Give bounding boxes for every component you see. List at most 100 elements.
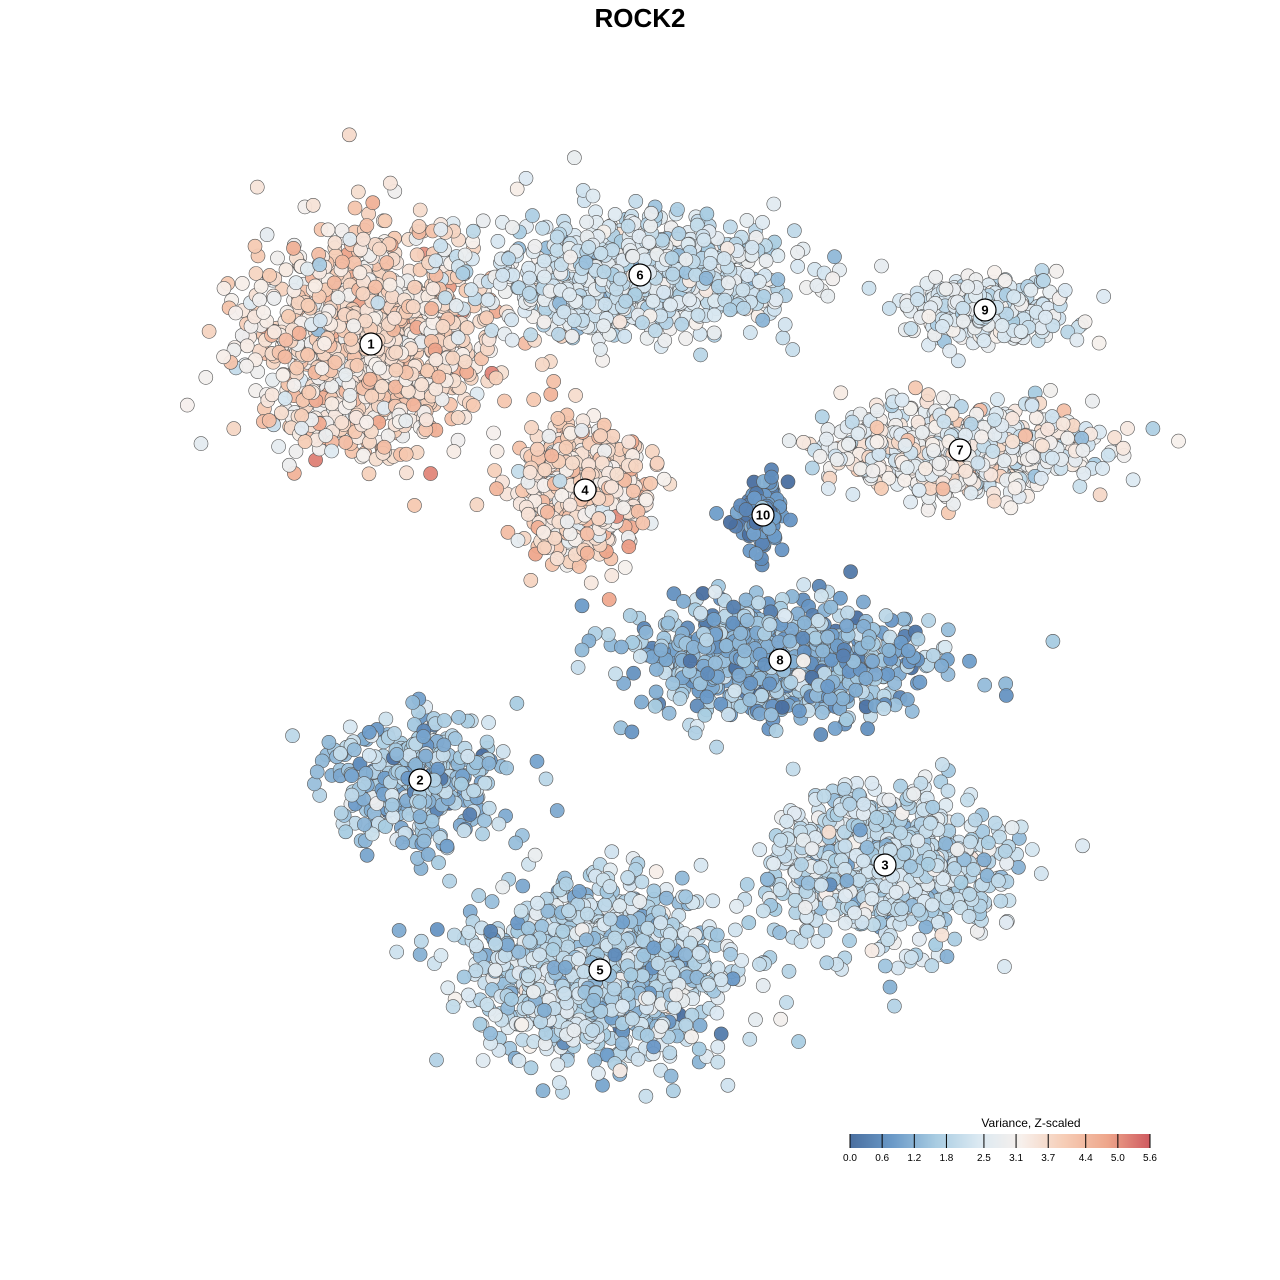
data-point-cluster-5	[615, 914, 630, 930]
data-point-cluster-1	[216, 349, 231, 365]
data-point-cluster-1	[387, 310, 402, 326]
data-point-cluster-5	[488, 962, 503, 978]
data-point-cluster-3	[925, 799, 941, 815]
data-point-cluster-6	[312, 257, 328, 273]
data-point-cluster-4	[540, 504, 555, 520]
data-point-cluster-5	[442, 873, 457, 889]
data-point-cluster-1	[362, 371, 378, 387]
data-point-cluster-2	[508, 835, 524, 851]
data-point-cluster-5	[521, 968, 536, 984]
data-point-cluster-5	[650, 956, 666, 971]
data-point-cluster-1	[305, 198, 321, 213]
data-point-cluster-4	[579, 545, 595, 561]
data-point-cluster-3	[911, 931, 927, 947]
data-point-cluster-4	[536, 525, 551, 540]
data-point-cluster-1	[239, 338, 255, 354]
data-point-cluster-5	[709, 1005, 725, 1021]
data-point-cluster-1	[376, 439, 392, 455]
data-point-cluster-5	[602, 911, 618, 927]
data-point-cluster-5	[705, 893, 721, 909]
data-point-cluster-5	[701, 977, 717, 993]
data-point-cluster-5	[550, 1057, 566, 1073]
data-point-cluster-1	[546, 374, 562, 389]
data-point-cluster-2	[387, 726, 402, 741]
data-point-cluster-2	[456, 823, 472, 839]
data-point-cluster-1	[248, 266, 264, 281]
data-point-cluster-5	[561, 903, 576, 919]
data-point-cluster-5	[720, 1078, 736, 1093]
data-point-cluster-5	[630, 1051, 646, 1067]
data-point-cluster-5	[535, 1083, 551, 1098]
data-point-cluster-1	[262, 268, 277, 283]
data-point-cluster-1	[216, 281, 232, 296]
data-point-cluster-1	[324, 443, 339, 459]
data-point-cluster-1	[278, 262, 294, 278]
data-point-cluster-1	[271, 439, 286, 454]
data-point-cluster-3	[842, 933, 857, 948]
data-point-cluster-1	[294, 420, 309, 436]
data-point-cluster-1	[382, 277, 398, 293]
data-point-cluster-5	[527, 847, 543, 863]
data-point-cluster-5	[713, 972, 729, 988]
data-point-cluster-1	[235, 276, 250, 291]
data-point-cluster-1	[428, 381, 444, 397]
data-point-cluster-5	[607, 947, 623, 963]
data-point-cluster-2	[416, 833, 432, 849]
data-point-cluster-5	[723, 947, 738, 962]
data-point-cluster-5	[748, 1012, 763, 1028]
data-point-cluster-5	[468, 938, 484, 954]
data-point-cluster-1	[412, 202, 428, 218]
data-point-cluster-1	[266, 290, 282, 306]
data-point-cluster-5	[648, 864, 664, 880]
data-point-cluster-4	[649, 455, 665, 471]
data-point-cluster-3	[997, 959, 1012, 974]
data-point-cluster-5	[530, 895, 545, 911]
data-point-cluster-3	[755, 903, 771, 919]
data-point-cluster-3	[813, 877, 829, 893]
data-point-cluster-3	[918, 919, 934, 935]
data-point-cluster-5	[709, 927, 725, 943]
data-point-cluster-3	[934, 757, 950, 772]
data-point-cluster-1	[406, 397, 421, 413]
data-point-cluster-1	[425, 281, 441, 297]
data-point-cluster-3	[794, 857, 809, 872]
data-point-cluster-1	[349, 358, 365, 373]
data-point-cluster-4	[486, 425, 501, 441]
data-point-cluster-4	[469, 497, 485, 513]
data-point-cluster-3	[852, 822, 868, 838]
data-point-cluster-1	[488, 370, 504, 386]
data-point-cluster-5	[597, 897, 613, 913]
data-point-cluster-5	[606, 981, 622, 997]
data-point-cluster-2	[451, 710, 466, 725]
data-point-cluster-5	[691, 945, 707, 961]
data-point-cluster-3	[869, 810, 885, 825]
data-point-cluster-2	[495, 744, 511, 759]
data-point-cluster-2	[453, 776, 469, 792]
data-point-cluster-1	[489, 444, 505, 459]
data-point-cluster-5	[585, 1023, 600, 1038]
data-point-cluster-4	[568, 388, 583, 403]
data-point-cluster-1	[497, 393, 512, 409]
data-point-cluster-4	[591, 511, 607, 527]
data-point-cluster-1	[277, 391, 293, 406]
data-point-cluster-1	[409, 247, 425, 263]
data-point-cluster-3	[991, 873, 1006, 889]
data-point-cluster-5	[488, 1007, 503, 1023]
data-point-cluster-5	[515, 878, 531, 894]
data-point-cluster-2	[344, 768, 359, 784]
data-point-cluster-1	[286, 377, 302, 393]
data-point-cluster-3	[1004, 820, 1020, 836]
data-point-cluster-1	[327, 355, 343, 370]
data-point-cluster-2	[333, 805, 349, 821]
data-point-cluster-3	[911, 902, 926, 918]
data-point-cluster-3	[877, 958, 893, 974]
data-point-cluster-3	[816, 788, 832, 804]
data-point-cluster-1	[347, 200, 363, 216]
data-point-cluster-1	[405, 299, 421, 315]
data-point-cluster-5	[741, 915, 757, 931]
data-point-cluster-5	[433, 948, 449, 963]
data-point-cluster-5	[660, 938, 675, 953]
data-point-cluster-5	[684, 1029, 699, 1045]
data-point-cluster-1	[330, 290, 346, 305]
data-point-cluster-1	[317, 336, 332, 351]
